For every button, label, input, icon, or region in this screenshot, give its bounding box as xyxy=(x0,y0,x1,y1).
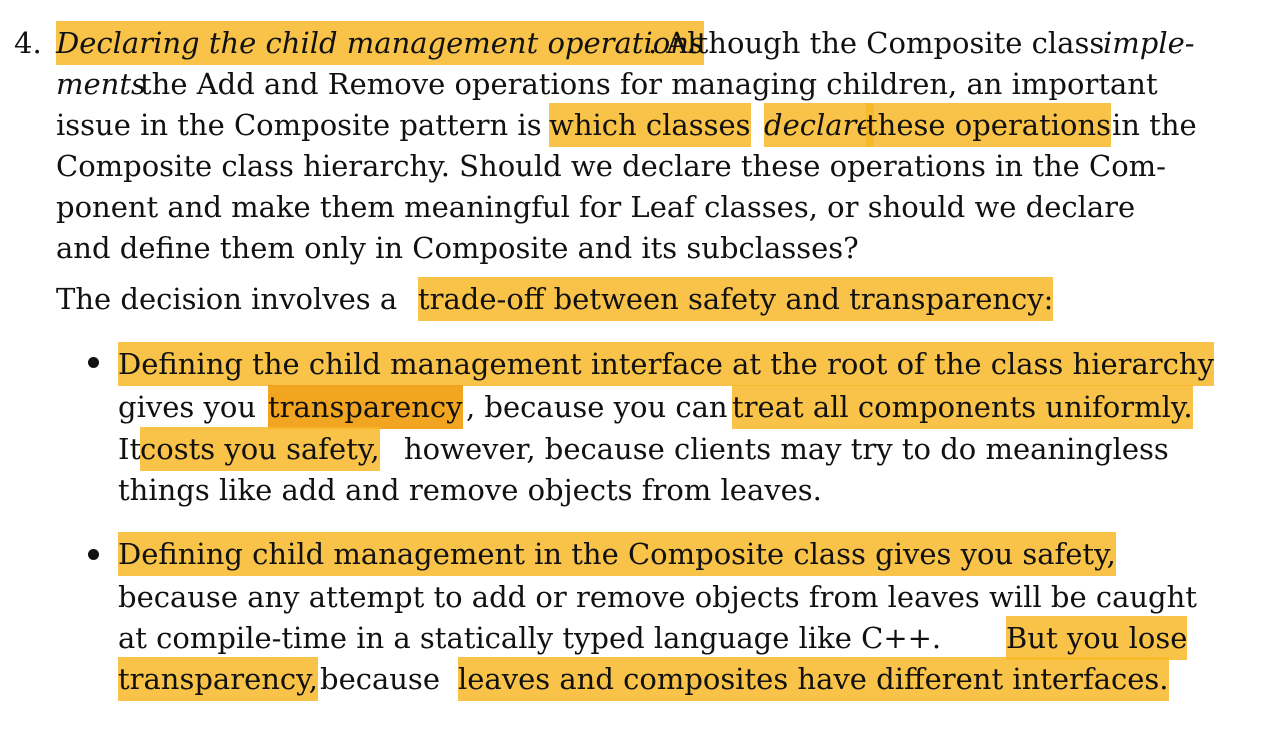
bullet1-line1: Defining the child management interface … xyxy=(0,342,1266,386)
paragraph1-line4: Composite class hierarchy. Should we dec… xyxy=(0,144,1266,188)
text-segment: gives you xyxy=(118,390,257,424)
paragraph1-line5: ponent and make them meaningful for Leaf… xyxy=(0,185,1266,229)
highlight-different-interfaces: leaves and composites have different int… xyxy=(458,657,1169,701)
text-segment: because any attempt to add or remove obj… xyxy=(118,580,1197,614)
paragraph1-line3: issue in the Composite pattern is which … xyxy=(0,103,1266,147)
highlight-lose-transparency: But you lose xyxy=(1006,616,1188,660)
text-segment: and define them only in Composite and it… xyxy=(56,231,859,265)
bullet2-line3: at compile-time in a statically typed la… xyxy=(0,616,1266,660)
highlight-composite-safety: Defining child management in the Composi… xyxy=(118,532,1116,576)
bullet-1-icon xyxy=(88,357,99,368)
text-segment: the Add and Remove operations for managi… xyxy=(140,67,1158,101)
paragraph1-line2: ments the Add and Remove operations for … xyxy=(0,62,1266,106)
text-segment: issue in the Composite pattern is xyxy=(56,108,542,142)
highlight-transparency-2: transparency, xyxy=(118,657,318,701)
text-segment: because xyxy=(320,662,440,696)
highlight-declare: declare xyxy=(764,103,874,147)
bullet2-line2: because any attempt to add or remove obj… xyxy=(0,575,1266,619)
text-segment: It xyxy=(118,432,142,466)
text-segment-italic: ments xyxy=(56,67,146,101)
highlight-which-classes: which classes xyxy=(549,103,751,147)
paragraph2-line: The decision involves a trade-off betwee… xyxy=(0,277,1266,321)
bullet1-line4: things like add and remove objects from … xyxy=(0,468,1266,512)
text-segment: things like add and remove objects from … xyxy=(118,473,822,507)
bullet-2-icon xyxy=(88,549,99,560)
highlight-tradeoff: trade-off between safety and transparenc… xyxy=(418,277,1054,321)
bullet1-line2: gives you transparency , because you can… xyxy=(0,385,1266,429)
text-segment: Composite class hierarchy. Should we dec… xyxy=(56,149,1166,183)
text-segment: , because you can xyxy=(466,390,728,424)
highlight-defining-interface: Defining the child management interface … xyxy=(118,342,1214,386)
highlight-these-operations: these operations xyxy=(866,103,1112,147)
text-segment-italic: imple- xyxy=(1103,26,1195,60)
text-segment: however, because clients may try to do m… xyxy=(404,432,1169,466)
text-segment: at compile-time in a statically typed la… xyxy=(118,621,942,655)
highlight-transparency: transparency xyxy=(268,385,463,429)
paragraph1-line1: 4. Declaring the child management operat… xyxy=(0,21,1266,65)
bullet2-line1: Defining child management in the Composi… xyxy=(0,532,1266,576)
paragraph1-line6: and define them only in Composite and it… xyxy=(0,226,1266,270)
bullet2-line4: transparency, because leaves and composi… xyxy=(0,657,1266,701)
highlight-heading: Declaring the child management operation… xyxy=(56,21,704,65)
text-segment: The decision involves a xyxy=(56,282,398,316)
bullet1-line3: It costs you safety, however, because cl… xyxy=(0,427,1266,471)
text-segment: . Although the Composite class xyxy=(648,26,1105,60)
text-segment: ponent and make them meaningful for Leaf… xyxy=(56,190,1136,224)
highlight-costs-safety: costs you safety, xyxy=(140,427,380,471)
highlight-treat-uniformly: treat all components uniformly. xyxy=(732,385,1193,429)
item-number: 4. xyxy=(14,26,42,60)
text-segment: in the xyxy=(1112,108,1197,142)
